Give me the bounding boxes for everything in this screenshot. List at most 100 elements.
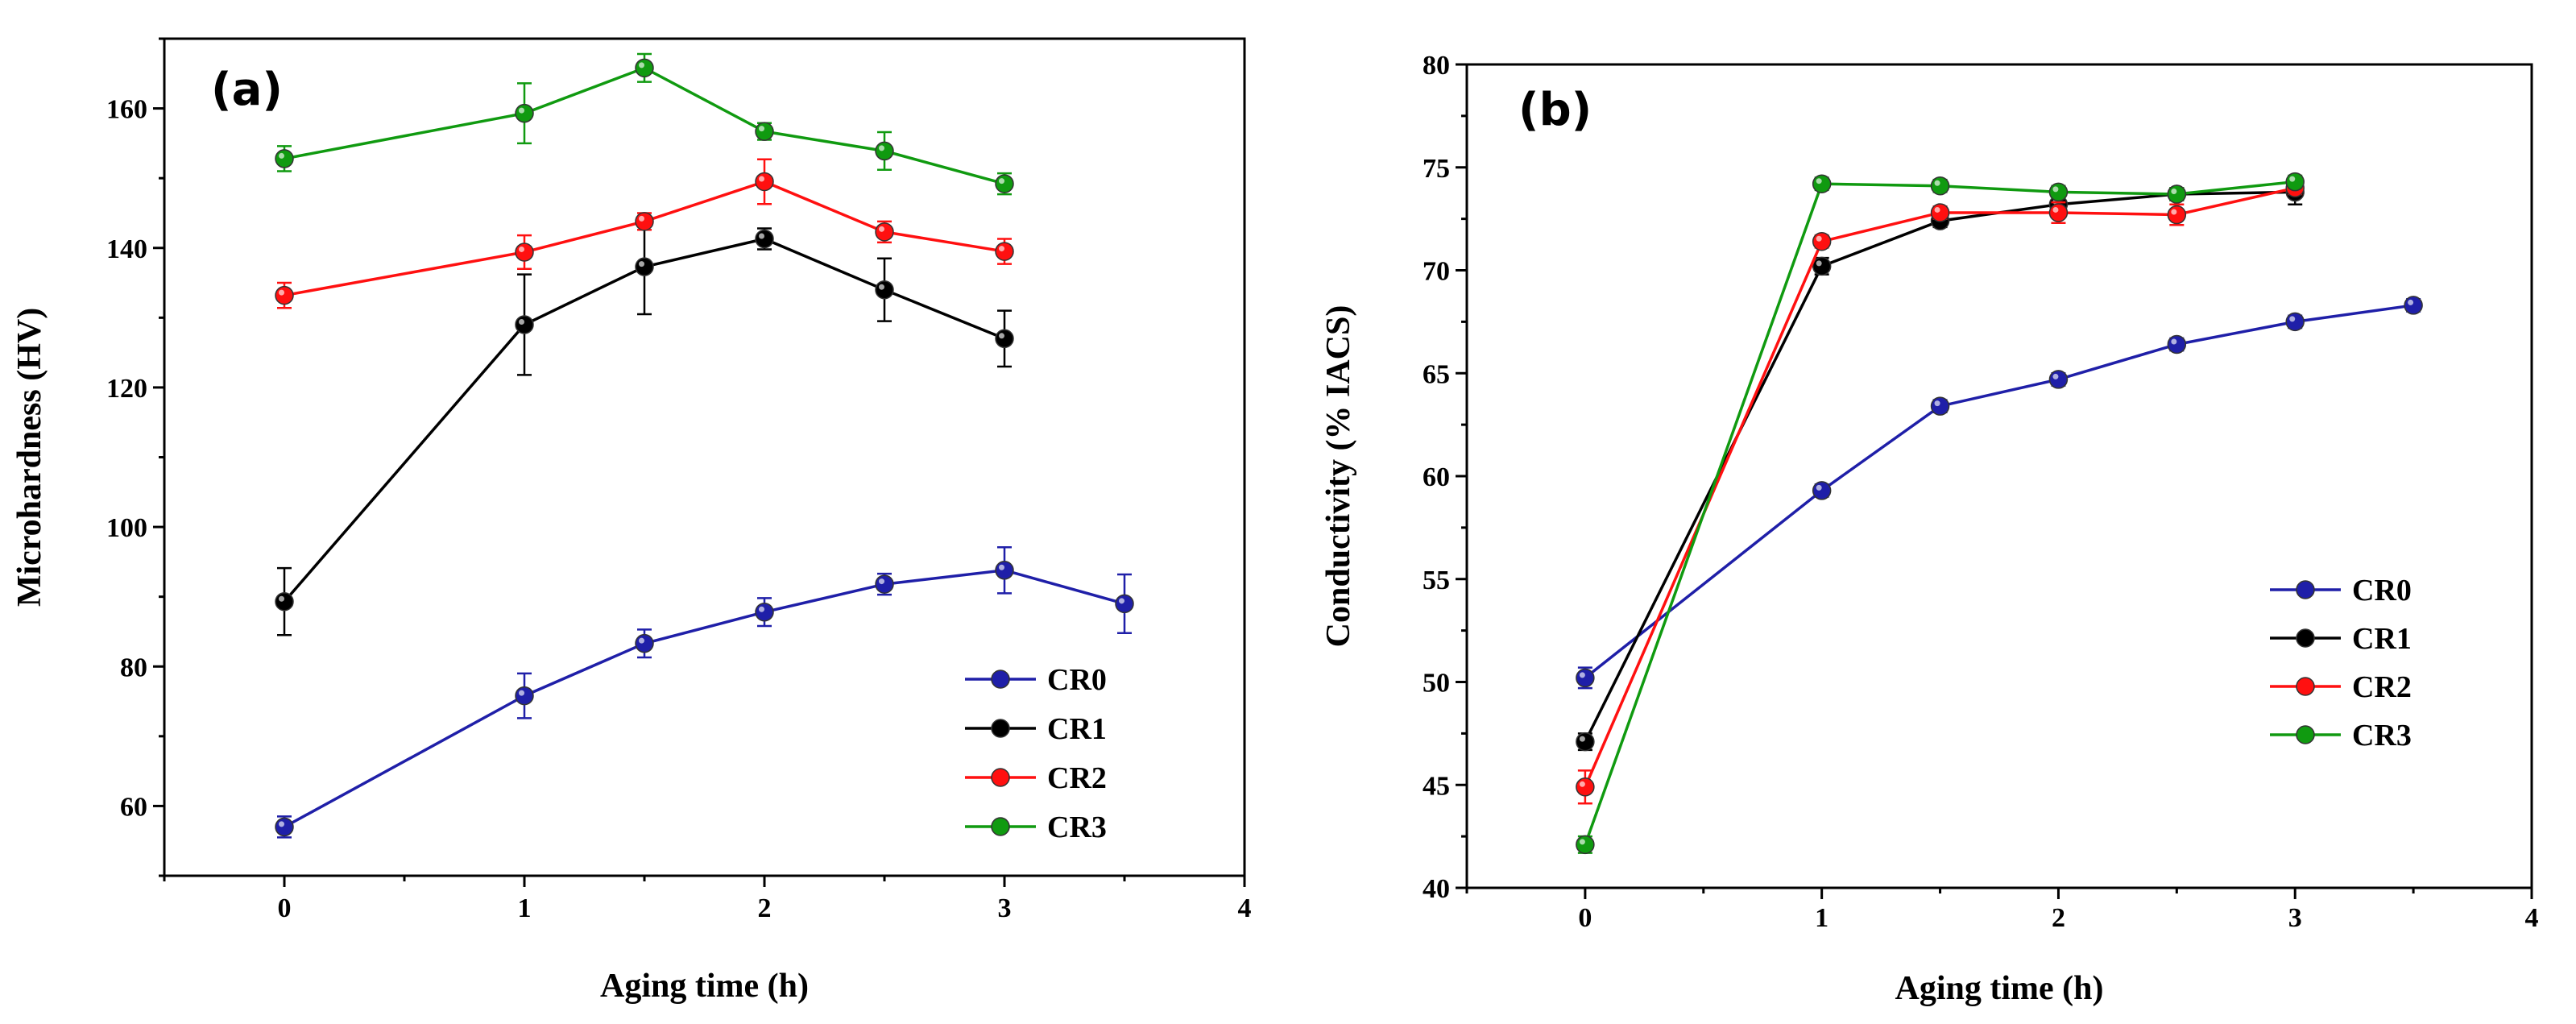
panel-a-y-tick-label: 140 xyxy=(106,234,147,264)
panel-b-data-point xyxy=(1576,732,1595,752)
panel-a-data-point xyxy=(515,686,534,706)
panel-b-series-line xyxy=(1584,180,2296,845)
panel-a-data-point xyxy=(875,280,894,300)
panel-a-data-point xyxy=(275,817,294,837)
panel-b-x-tick-label: 2 xyxy=(2052,903,2065,933)
panel-a-data-point-highlight xyxy=(999,178,1004,184)
panel-a-series-line xyxy=(284,180,1005,297)
panel-a-data-point-highlight xyxy=(279,152,284,159)
panel-a-data-point xyxy=(755,229,774,249)
panel-b-y-tick-label: 40 xyxy=(1423,874,1450,904)
panel-b-data-point xyxy=(2048,203,2069,222)
panel-a-data-point-highlight xyxy=(879,145,884,151)
panel-a-data-point-highlight xyxy=(519,246,524,252)
panel-b-data-point xyxy=(1576,777,1595,797)
panel-b-data-point xyxy=(2167,205,2187,225)
panel-b-data-point xyxy=(1812,174,1832,193)
panel-b-y-tick-label: 60 xyxy=(1423,462,1450,492)
panel-a-data-point-highlight xyxy=(279,821,284,827)
panel-b-legend-label: CR3 xyxy=(2352,719,2412,752)
panel-a-legend-label: CR2 xyxy=(1047,761,1107,795)
panel-b-legend-marker xyxy=(2296,580,2315,599)
panel-a-data-point-highlight xyxy=(879,578,884,585)
panel-a-x-tick-label: 3 xyxy=(998,893,1012,923)
panel-a-data-point xyxy=(275,285,294,305)
panel-b-panel-label: (b) xyxy=(1518,84,1592,136)
panel-a-data-point xyxy=(635,212,654,231)
panel-a-data-point-highlight xyxy=(519,690,524,696)
panel-a-x-tick-label: 1 xyxy=(518,893,532,923)
panel-b-data-point-highlight xyxy=(2052,373,2059,379)
panel-b-y-tick-label: 55 xyxy=(1423,566,1450,595)
panel-b-data-point-highlight xyxy=(2052,206,2059,213)
panel-a-y-tick-label: 120 xyxy=(106,374,147,404)
panel-a-x-tick-label: 2 xyxy=(758,893,772,923)
panel-b-legend-marker xyxy=(2296,725,2315,744)
panel-b-legend-marker xyxy=(2296,677,2315,696)
panel-a-data-point xyxy=(755,172,774,192)
panel-a-legend-marker xyxy=(991,670,1010,689)
panel-b-y-tick-label: 50 xyxy=(1423,669,1450,699)
panel-b-data-point-highlight xyxy=(1816,235,1822,242)
panel-b-data-point-highlight xyxy=(2171,338,2177,345)
panel-a-data-point-highlight xyxy=(879,226,884,232)
panel-b-data-point xyxy=(1576,668,1595,688)
panel-a-data-point xyxy=(635,257,654,276)
panel-b-data-point xyxy=(2285,312,2305,332)
panel-a-series-cr2 xyxy=(275,158,1014,309)
panel-b-data-point xyxy=(2167,184,2187,204)
panel-a-x-axis-label: Aging time (h) xyxy=(600,968,809,1005)
panel-a-data-point xyxy=(995,561,1014,580)
panel-b-series-line xyxy=(1584,190,2296,743)
panel-b-data-point xyxy=(2048,370,2069,389)
panel-a-data-point-highlight xyxy=(279,289,284,296)
panel-b-data-point xyxy=(1930,203,1950,222)
panel-b-y-tick-label: 75 xyxy=(1423,154,1450,184)
panel-a-legend: CR0 CR1 CR2 CR3 xyxy=(965,663,1107,844)
panel-a-data-point xyxy=(515,243,534,262)
panel-a-data-point-highlight xyxy=(759,233,764,239)
panel-b-data-point xyxy=(2404,296,2423,315)
panel-a-y-axis-label: Microhardness (HV) xyxy=(11,308,48,607)
panel-b-legend-label: CR0 xyxy=(2352,574,2412,607)
panel-a-data-point xyxy=(275,591,294,611)
panel-a-data-point-highlight xyxy=(759,176,764,182)
panel-b-x-tick-label: 1 xyxy=(1815,903,1828,933)
panel-a-data-point xyxy=(515,315,534,334)
panel-b-y-tick-label: 70 xyxy=(1423,257,1450,287)
panel-a-y-tick-label: 60 xyxy=(120,792,147,822)
panel-b-x-axis-label: Aging time (h) xyxy=(1895,970,2104,1007)
panel-a-data-point-highlight xyxy=(639,62,644,68)
panel-a-data-point-highlight xyxy=(519,318,524,325)
panel-b-series-cr1 xyxy=(1576,178,2305,752)
panel-b-data-point-highlight xyxy=(2408,299,2414,305)
panel-a-data-point-highlight xyxy=(639,637,644,644)
panel-b-data-point xyxy=(1576,835,1595,855)
panel-a-legend-label: CR0 xyxy=(1047,663,1107,697)
panel-a-data-point-highlight xyxy=(759,126,764,132)
panel-b-data-point xyxy=(1812,256,1832,276)
panel-b-data-point xyxy=(1812,481,1832,500)
panel-b-legend: CR0 CR1 CR2 CR3 xyxy=(2270,574,2412,752)
panel-a-plot-frame xyxy=(163,37,1246,877)
panel-a-y-tick-label: 80 xyxy=(120,653,147,682)
panel-b-conductivity: 0 1 2 3 4 40 45 50 55 60 65 70 75 80 Aging time (h) Con… xyxy=(1320,51,2539,1007)
panel-a-series-line xyxy=(284,568,1125,828)
panel-a-series-line xyxy=(283,237,1005,603)
panel-b-data-point-highlight xyxy=(1579,672,1585,678)
panel-b-y-tick-label: 65 xyxy=(1423,359,1450,389)
panel-b-x-tick-label: 4 xyxy=(2525,903,2539,933)
panel-a-data-point-highlight xyxy=(999,564,1004,570)
panel-a-legend-marker xyxy=(991,768,1010,787)
panel-a-data-point-highlight xyxy=(279,595,284,602)
panel-a-legend-marker xyxy=(991,817,1010,836)
panel-b-x-tick-label: 3 xyxy=(2288,903,2302,933)
panel-b-data-point-highlight xyxy=(1579,839,1585,845)
panel-a-series-cr1 xyxy=(275,218,1014,636)
panel-a-data-point xyxy=(755,122,774,141)
panel-a-x-tick-label: 4 xyxy=(1238,893,1252,923)
panel-a-data-point xyxy=(875,222,894,242)
panel-a-data-point xyxy=(275,149,294,168)
panel-b-data-point-highlight xyxy=(2289,316,2296,322)
panel-b-data-point-highlight xyxy=(1579,781,1585,787)
